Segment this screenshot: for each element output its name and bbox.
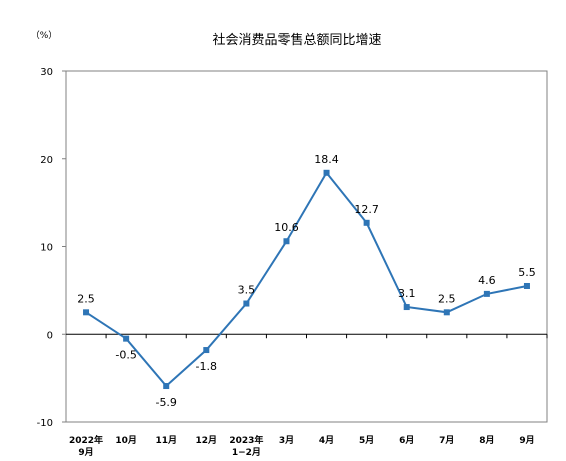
- x-tick-label: 7月: [439, 435, 454, 446]
- data-label: 18.4: [314, 153, 339, 166]
- data-label: 5.5: [518, 266, 536, 279]
- x-tick-label: 11月: [155, 435, 177, 446]
- y-unit-label: （%）: [31, 30, 58, 41]
- data-point-marker: [203, 347, 210, 354]
- data-point-marker: [443, 309, 450, 316]
- x-tick-label: 2022年: [69, 434, 103, 446]
- data-point-marker: [323, 169, 330, 176]
- x-tick-label: 3月: [279, 435, 294, 446]
- data-label: -1.8: [196, 360, 217, 373]
- data-labels: 2.5 -0.5 -5.9 -1.8 3.5 10.6 18.4 12.7 3.1 2.5 4.6 5…: [77, 153, 535, 409]
- series-markers: [83, 169, 530, 390]
- data-point-marker: [123, 335, 130, 342]
- data-point-marker: [403, 304, 410, 311]
- data-label: 3.1: [398, 287, 416, 300]
- x-tick-label: 10月: [115, 435, 137, 446]
- y-axis: 30 20 10 0 -10: [37, 67, 66, 429]
- data-label: 3.5: [238, 284, 256, 297]
- x-tick-label: 1−2月: [232, 447, 261, 458]
- data-label: 2.5: [438, 292, 456, 305]
- data-label: 2.5: [77, 292, 95, 305]
- plot-area-frame: [65, 70, 548, 423]
- x-tick-label: 8月: [479, 435, 494, 446]
- data-point-marker: [243, 300, 250, 307]
- x-tick-label: 4月: [319, 435, 334, 446]
- chart-title: 社会消费品零售总额同比增速: [212, 32, 381, 48]
- data-point-marker: [163, 383, 170, 390]
- data-point-marker: [483, 290, 490, 297]
- data-label: 4.6: [478, 274, 496, 287]
- x-tick-label: 2023年: [229, 434, 263, 446]
- data-label: -0.5: [115, 349, 136, 362]
- data-point-marker: [283, 238, 290, 245]
- y-tick-label: 20: [40, 155, 53, 166]
- y-tick-label: -10: [37, 418, 53, 429]
- series-line: [85, 171, 528, 388]
- data-point-marker: [83, 309, 90, 316]
- x-tick-label: 12月: [196, 435, 218, 446]
- y-tick-label: 10: [40, 243, 53, 254]
- y-tick-label: 0: [47, 330, 53, 341]
- x-tick-label: 6月: [399, 435, 414, 446]
- data-point-marker: [523, 282, 530, 289]
- y-tick-label: 30: [40, 67, 53, 78]
- x-tick-label: 9月: [78, 447, 93, 458]
- data-label: 12.7: [354, 203, 379, 216]
- data-label: 10.6: [274, 221, 299, 234]
- x-tick-label: 9月: [519, 435, 534, 446]
- data-point-marker: [363, 219, 370, 226]
- data-label: -5.9: [155, 396, 176, 409]
- x-tick-label: 5月: [359, 435, 374, 446]
